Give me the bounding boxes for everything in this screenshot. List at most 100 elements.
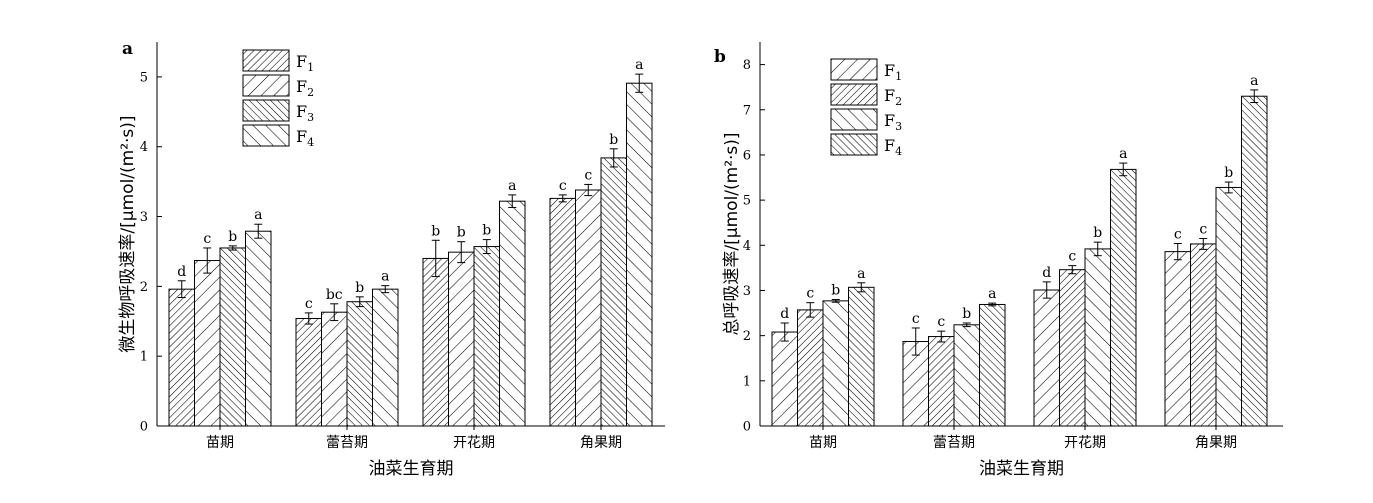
bar-F1-0 (771, 331, 798, 427)
significance-label: c (203, 231, 211, 247)
significance-label: b (228, 229, 237, 245)
legend-swatch (830, 83, 878, 106)
legend-label: F4 (884, 136, 902, 158)
error-bar (304, 312, 313, 325)
bar-F1-1 (295, 317, 322, 427)
error-bar (1068, 265, 1077, 275)
significance-label: a (1250, 73, 1258, 89)
y-tick-label: 3 (743, 284, 751, 299)
bar-F1-3 (1164, 251, 1191, 427)
bar-F3-3 (1215, 186, 1242, 427)
legend-label: F3 (884, 111, 902, 133)
significance-label: bc (326, 287, 343, 303)
bar-F3-3 (600, 157, 627, 427)
significance-label: c (912, 311, 920, 327)
legend-label: F1 (884, 61, 902, 83)
y-tick-label: 7 (743, 103, 751, 118)
x-tick-label: 苗期 (206, 435, 234, 451)
legend: F1 F2 F3 F4 (242, 49, 314, 149)
bar-F1-0 (168, 288, 195, 427)
x-axis-title: 油菜生育期 (369, 459, 454, 479)
error-bar (1119, 162, 1128, 177)
bar-F2-3 (1190, 243, 1217, 427)
panel-b-chart: 0 1 2 3 4 5 6 7 8 苗期 蕾苔期 开花期 角果期 d c d c c c c c b b b b a a a a b 总呼吸… (714, 42, 1283, 479)
error-bar (1199, 238, 1208, 250)
bar-F4-2 (499, 200, 526, 427)
significance-label: c (1199, 222, 1207, 238)
x-tick-label: 蕾苔期 (933, 434, 975, 451)
y-tick-label: 1 (140, 350, 148, 365)
error-bar (228, 245, 237, 251)
error-bar (254, 223, 263, 239)
error-bar (1093, 241, 1102, 257)
panel-label: a (122, 39, 133, 59)
significance-label: b (1224, 165, 1233, 181)
significance-label: b (482, 223, 491, 239)
significance-label: c (559, 178, 567, 194)
error-bar (177, 280, 186, 299)
bar-F3-2 (1084, 248, 1111, 427)
panel-label: b (714, 47, 726, 67)
significance-label: c (584, 167, 592, 183)
error-bar (584, 183, 593, 197)
y-tick-label: 2 (743, 329, 751, 344)
significance-label: b (962, 306, 971, 322)
y-axis-title: 总呼吸速率/[μmol/(m²·s)] (722, 132, 742, 335)
bar-F3-1 (346, 301, 373, 427)
significance-label: a (381, 269, 389, 285)
error-bar (330, 303, 339, 322)
bar-F4-1 (979, 303, 1006, 427)
significance-label: b (609, 132, 618, 148)
error-bar (431, 239, 440, 278)
error-bar (558, 194, 567, 203)
y-tick-label: 4 (743, 239, 751, 254)
y-tick-label: 8 (743, 58, 751, 73)
error-bar (937, 330, 946, 343)
significance-label: b (355, 280, 364, 296)
x-tick-label: 开花期 (1064, 435, 1106, 451)
significance-label: c (305, 296, 313, 312)
legend-swatch (830, 108, 878, 131)
legend-swatch (242, 49, 290, 72)
legend-swatch (242, 99, 290, 122)
x-tick-label: 角果期 (1195, 435, 1237, 451)
y-tick-label: 1 (743, 374, 751, 389)
bar-F4-3 (1241, 95, 1268, 427)
legend-label: F3 (296, 102, 314, 124)
error-bar (508, 194, 517, 208)
error-bar (831, 299, 840, 303)
significance-label: a (1119, 146, 1127, 162)
significance-label: a (857, 266, 865, 282)
significance-label: c (937, 314, 945, 330)
significance-label: d (1042, 265, 1051, 281)
significance-label: b (457, 225, 466, 241)
error-bar (355, 296, 364, 308)
significance-label: c (1174, 226, 1182, 242)
y-axis-title: 微生物呼吸速率/[μmol/(m²·s)] (118, 115, 138, 352)
bar-F2-0 (194, 260, 221, 427)
legend-label: F2 (884, 86, 902, 108)
y-tick-label: 3 (140, 210, 148, 225)
y-tick-label: 0 (743, 420, 751, 435)
y-tick-label: 5 (140, 70, 148, 85)
bar-F2-3 (575, 189, 602, 427)
bar-F1-2 (1033, 289, 1060, 427)
significance-label: a (635, 57, 643, 73)
significance-label: a (988, 286, 996, 302)
significance-label: b (831, 283, 840, 299)
legend-label: F4 (296, 127, 314, 149)
bar-F4-0 (245, 230, 272, 427)
legend: F1 F2 F3 F4 (830, 58, 902, 158)
significance-label: a (508, 178, 516, 194)
x-tick-label: 开花期 (453, 435, 495, 451)
bar-F3-1 (953, 324, 980, 427)
bar-F2-0 (797, 309, 824, 427)
x-tick-label: 角果期 (580, 435, 622, 451)
y-tick-label: 5 (743, 194, 751, 209)
y-tick-label: 2 (140, 280, 148, 295)
bar-F2-2 (448, 251, 475, 427)
significance-label: b (1093, 225, 1102, 241)
error-bar (381, 285, 390, 294)
legend-label: F2 (296, 77, 314, 99)
